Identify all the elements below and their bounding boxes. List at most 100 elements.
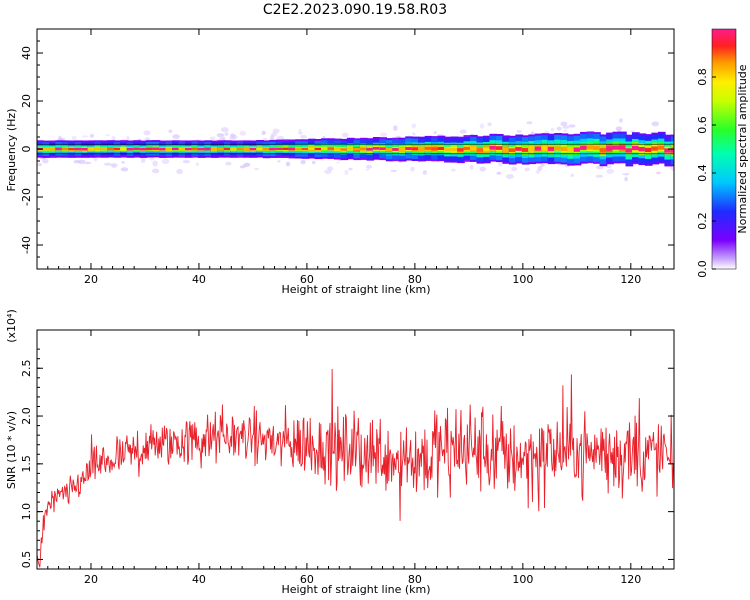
colorbar-gradient [711,28,737,270]
spectral-cell [209,136,216,141]
spectral-cell [554,146,562,151]
spectral-cell [74,147,83,151]
spectral-cell [254,167,260,171]
spectral-cell [301,147,310,151]
spectral-cell [121,161,125,164]
spectral-cell [308,147,316,150]
spectral-cell [537,165,543,172]
spectral-cell [324,169,332,175]
spectral-cell [411,123,416,129]
spectral-cell [398,148,407,152]
y-tick-label: 40 [20,46,33,60]
spectral-cell [71,135,77,141]
spectral-cell [89,133,94,138]
spectral-cell [225,161,232,166]
spectral-cell [638,147,647,152]
snr-y-ticks: 0.5 1.0 1.5 2.0 2.5 [20,348,674,568]
y-tick-label: 20 [20,94,33,108]
spectral-cell [300,134,307,139]
y-tick-label: 2.5 [20,359,33,377]
spectral-cell [342,132,349,138]
spectrogram-y-ticks: -40 -20 0 20 40 [20,40,674,258]
spectral-cell [295,147,303,151]
spectral-cell [487,122,492,127]
spectral-cell [596,165,604,170]
x-tick-label: 60 [300,573,314,586]
spectral-cell [210,148,219,151]
spectral-cell [450,147,459,152]
spectral-cell [276,136,285,140]
spectral-cell [506,174,514,179]
colorbar: 0.0 0.2 0.4 0.6 0.8 Normalized spectral ampl… [696,28,749,278]
spectral-cell [495,146,504,150]
spectral-cell [314,147,323,151]
spectral-cell [405,147,413,150]
spectral-cell [570,173,574,177]
spectral-cell [463,146,472,151]
spectral-cell [344,169,349,175]
spectral-cell [139,148,148,151]
spectral-cell [229,136,236,141]
colorbar-tick-label: 0.4 [696,164,709,182]
x-tick-label: 80 [408,573,422,586]
spectral-cell [146,147,154,150]
spectral-cell [550,127,555,132]
spectral-cell [516,130,522,133]
spectral-cell [515,147,524,151]
x-tick-label: 120 [620,573,641,586]
spectral-cell [165,147,174,151]
spectral-cell [298,128,302,134]
spectral-cell [230,147,238,151]
spectral-cell [409,166,415,172]
spectral-cell [216,133,225,138]
spectral-cell [619,145,627,150]
spectral-cell [556,126,562,131]
spectral-cell [615,126,623,131]
snr-x-axis-label: Height of straight line (km) [281,583,430,596]
spectral-cell [412,132,416,136]
spectral-cell [222,136,226,141]
spectral-cell [624,176,628,182]
y-tick-label: 1.5 [20,455,33,473]
spectral-cell [606,165,612,169]
spectral-cell [270,134,275,141]
snr-line [37,369,674,568]
x-tick-label: 120 [620,273,641,286]
x-tick-label: 60 [300,273,314,286]
spectral-cell [619,118,623,123]
spectral-cell [547,146,556,151]
spectral-cell [670,148,674,153]
spectral-cell [502,147,511,152]
spectral-cell [58,135,62,142]
spectral-cell [508,148,517,153]
spectral-cell [393,125,398,131]
colorbar-tick-label: 0.6 [696,116,709,134]
spectral-cell [379,147,387,150]
spectral-cell [534,146,543,151]
spectral-cell [606,168,614,174]
spectral-cell [120,147,128,150]
spectral-cell [152,160,158,167]
spectral-cell [422,170,427,175]
spectral-cell [244,162,251,167]
y-tick-label: 0 [20,146,33,153]
spectral-cell [107,147,115,151]
colorbar-tick-label: 0.2 [696,212,709,230]
spectral-cell [563,129,568,132]
spectral-cell [568,124,576,128]
spectral-cell [437,146,446,150]
spectral-cell [239,165,246,169]
spectral-cell [120,167,129,172]
spectral-cell [651,121,660,127]
spectral-cell [42,148,51,151]
spectral-cell [103,162,112,166]
snr-x-ticks: 20 40 60 80 100 120 [47,330,675,586]
spectrogram-field [37,118,674,182]
spectral-cell [433,131,437,135]
spectral-cell [261,130,266,135]
x-tick-label: 40 [192,273,206,286]
spectral-cell [298,132,303,135]
spectral-cell [511,166,518,172]
y-tick-label: 2.0 [20,407,33,425]
spectral-cell [61,147,70,151]
